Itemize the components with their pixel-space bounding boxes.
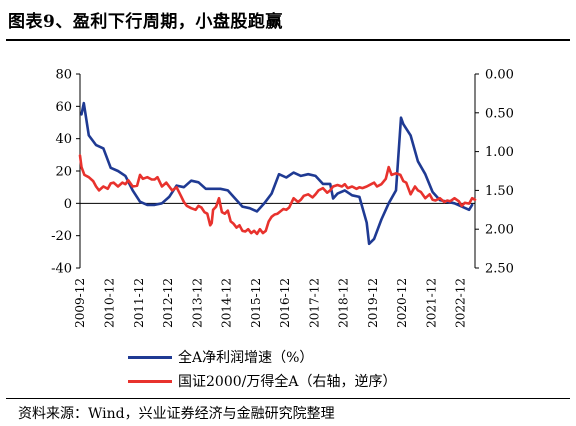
source-note: 资料来源：Wind，兴业证券经济与金融研究院整理 xyxy=(18,406,335,422)
title-underline xyxy=(6,39,570,41)
x-tick-label: 2011-12 xyxy=(132,278,146,328)
right-tick-label: 2.50 xyxy=(485,262,514,277)
x-tick-label: 2016-12 xyxy=(278,278,292,328)
left-tick-label: 80 xyxy=(55,68,72,83)
x-tick-label: 2012-12 xyxy=(161,278,175,328)
x-tick-label: 2022-12 xyxy=(454,278,468,328)
left-y-axis: -40 -20 0 20 40 60 80 xyxy=(51,68,80,277)
series-line-2 xyxy=(78,154,477,236)
x-tick-label: 2019-12 xyxy=(366,278,380,328)
right-tick-label: 0.50 xyxy=(485,106,514,121)
legend-item-series2: 国证2000/万得全A（右轴，逆序） xyxy=(128,369,396,393)
right-tick-label: 0.00 xyxy=(485,68,514,83)
left-tick-label: -20 xyxy=(51,229,72,244)
x-tick-label: 2017-12 xyxy=(307,278,321,328)
right-tick-label: 1.50 xyxy=(485,184,514,199)
x-tick-label: 2010-12 xyxy=(103,278,117,328)
legend-label-series1: 全A净利润增速（%） xyxy=(178,350,314,366)
x-tick-label: 2018-12 xyxy=(337,278,351,328)
right-y-axis: 0.00 0.50 1.00 1.50 2.00 2.50 xyxy=(475,68,514,277)
x-tick-label: 2021-12 xyxy=(424,278,438,328)
plot-frame xyxy=(79,74,476,268)
legend-label-series2: 国证2000/万得全A（右轴，逆序） xyxy=(178,374,397,390)
right-tick-label: 2.00 xyxy=(485,223,514,238)
left-tick-label: 60 xyxy=(55,100,72,115)
chart-title: 图表9、盈利下行周期，小盘股跑赢 xyxy=(8,12,283,32)
left-tick-label: 0 xyxy=(64,197,72,212)
x-tick-label: 2020-12 xyxy=(395,278,409,328)
left-tick-label: 20 xyxy=(55,165,72,180)
line-chart: -40 -20 0 20 40 60 80 0.00 0.50 1.00 1.50 2.00 2.50… xyxy=(51,68,514,328)
x-tick-label: 2015-12 xyxy=(249,278,263,328)
x-tick-label: 2013-12 xyxy=(190,278,204,328)
x-axis: 2009-12 2010-12 2011-12 2012-12 2013-12 2014-… xyxy=(73,278,467,328)
legend-swatch-series1 xyxy=(128,355,172,359)
left-tick-label: -40 xyxy=(51,262,72,277)
right-tick-label: 1.00 xyxy=(485,145,514,160)
series-layer xyxy=(78,101,477,246)
x-tick-label: 2014-12 xyxy=(220,278,234,328)
legend-swatch-series2 xyxy=(128,379,172,383)
legend: 全A净利润增速（%） 国证2000/万得全A（右轴，逆序） xyxy=(128,345,396,393)
x-tick-label: 2009-12 xyxy=(73,278,87,328)
legend-item-series1: 全A净利润增速（%） xyxy=(128,345,396,369)
series-line-1 xyxy=(80,101,474,246)
source-divider xyxy=(6,398,570,399)
left-tick-label: 40 xyxy=(55,132,72,147)
